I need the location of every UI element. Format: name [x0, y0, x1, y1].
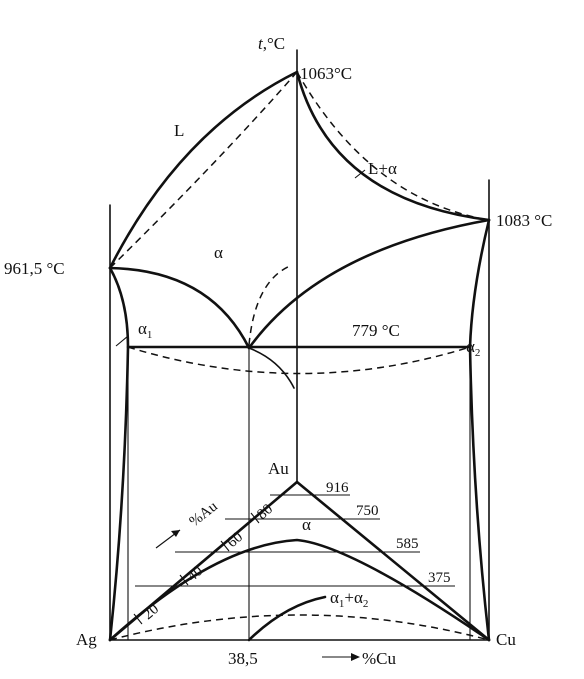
au-tick-20 [133, 613, 143, 625]
region-alpha-top: α [214, 243, 223, 262]
au-tick-label-20: 20 [140, 601, 162, 623]
liquidus-ag-eutectic [108, 266, 251, 350]
eutectic-dashed-curve [127, 346, 471, 375]
l-alpha-leader [354, 169, 366, 179]
region-alpha1: α1 [138, 319, 152, 341]
fineness-585: 585 [396, 536, 419, 552]
eutectic-composition: 38,5 [228, 649, 258, 668]
alpha-dashed-curve [109, 614, 490, 641]
triangle-side-au-cu [295, 480, 491, 642]
alpha-boundary-curve [108, 538, 491, 642]
fineness-750: 750 [356, 503, 379, 519]
region-alpha2: α2 [466, 337, 480, 359]
solidus-au-cu [296, 71, 490, 221]
au-tick-label-60: 60 [224, 529, 246, 551]
region-two-phase: α1+α2 [330, 588, 368, 610]
corner-ag-label: Ag [76, 630, 97, 649]
fineness-916: 916 [326, 480, 349, 496]
au-melting-point: 1063°C [300, 64, 352, 83]
liquidus-au-cu [295, 70, 491, 222]
ag-melting-point: 961,5 °C [4, 259, 65, 278]
au-tick-60 [220, 540, 230, 552]
au-arrow-head [171, 530, 180, 537]
region-alpha-bottom: α [302, 515, 311, 534]
au-tick-label-80: 80 [254, 501, 276, 523]
alpha1-leader [115, 335, 129, 347]
temperature-axis-label: t,°C [258, 34, 285, 53]
solvus-alpha2 [468, 218, 491, 642]
corner-cu-label: Cu [496, 630, 516, 649]
au-percent-label: %Au [187, 498, 222, 530]
solidus-ag-au [109, 71, 298, 269]
au-tick-40 [179, 574, 189, 586]
cu-percent-label: %Cu [362, 649, 397, 668]
eutectic-temperature: 779 °C [352, 321, 400, 340]
eutectic-trough-curve [248, 347, 295, 389]
liquidus-eutectic-cu [247, 218, 491, 350]
solidus-curve-center [248, 264, 293, 346]
region-liquid-alpha: L+α [368, 159, 397, 178]
solvus-alpha1 [108, 266, 130, 642]
liquidus-ag-au [108, 70, 299, 270]
two-phase-curve [247, 595, 327, 642]
au-tick-80 [250, 512, 260, 524]
cu-melting-point: 1083 °C [496, 211, 552, 230]
cu-arrow-head [351, 653, 360, 661]
fineness-375: 375 [428, 570, 451, 586]
region-liquid: L [174, 121, 184, 140]
corner-au-label: Au [268, 459, 289, 478]
au-tick-label-40: 40 [184, 563, 206, 585]
